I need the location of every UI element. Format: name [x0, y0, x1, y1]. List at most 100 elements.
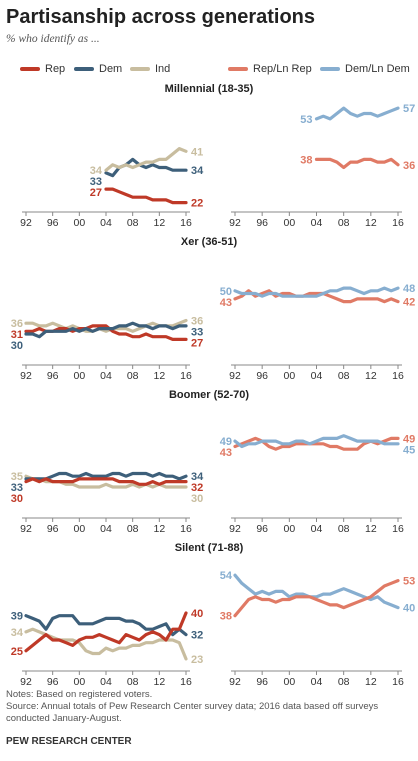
end-label-boomer-rep-ln-rep: 49 [403, 433, 415, 445]
x-tick-label-xer-right-00: 00 [283, 370, 295, 382]
x-tick-label-silent-left-00: 00 [73, 676, 85, 688]
series-line-silent-dem [24, 614, 188, 637]
end-label-millennial-ind: 41 [191, 146, 203, 158]
series-line-silent-rep-ln-rep [233, 579, 400, 618]
legend-item-ind: Ind [130, 63, 170, 75]
x-tick-label-boomer-right-92: 92 [229, 523, 241, 535]
start-label-silent-rep: 25 [11, 646, 23, 658]
series-line-xer-dem-ln-dem [233, 286, 400, 298]
end-label-silent-rep: 40 [191, 608, 203, 620]
notes-line-1: Notes: Based on registered voters. [6, 689, 153, 700]
x-tick-label-millennial-right-08: 08 [338, 217, 350, 229]
source-credit: PEW RESEARCH CENTER [6, 736, 132, 747]
x-tick-label-boomer-left-96: 96 [47, 523, 59, 535]
x-tick-label-boomer-left-12: 12 [153, 523, 165, 535]
end-label-xer-rep-ln-rep: 42 [403, 297, 415, 309]
series-line-boomer-dem [24, 471, 188, 481]
start-label-boomer-dem-ln-dem: 49 [220, 436, 232, 448]
x-tick-label-silent-right-96: 96 [256, 676, 268, 688]
generation-panels-chart: Millennial (18-35)92 96 00 04 08 12 1634332741… [11, 83, 416, 688]
legend-swatch-dem [74, 67, 94, 71]
x-tick-label-silent-right-12: 12 [365, 676, 377, 688]
series-line-boomer-rep [24, 477, 188, 486]
x-tick-label-silent-right-04: 04 [311, 676, 323, 688]
x-tick-label-boomer-right-96: 96 [256, 523, 268, 535]
x-tick-label-millennial-right-12: 12 [365, 217, 377, 229]
start-label-xer-dem: 30 [11, 340, 23, 352]
x-tick-label-millennial-right-04: 04 [311, 217, 323, 229]
x-tick-label-boomer-right-16: 16 [392, 523, 404, 535]
x-tick-label-millennial-left-92: 92 [20, 217, 32, 229]
legend-swatch-ind [130, 67, 150, 71]
series-line-millennial-rep-ln-rep [314, 157, 400, 170]
x-tick-label-xer-left-16: 16 [180, 370, 192, 382]
panel-title-millennial: Millennial (18-35) [165, 83, 254, 95]
x-tick-label-silent-left-08: 08 [127, 676, 139, 688]
series-line-millennial-dem-ln-dem [314, 106, 400, 121]
legend-item-rep-ln-rep: Rep/Ln Rep [228, 63, 312, 75]
x-tick-label-boomer-left-16: 16 [180, 523, 192, 535]
x-tick-label-boomer-left-00: 00 [73, 523, 85, 535]
x-tick-label-millennial-right-96: 96 [256, 217, 268, 229]
panel-title-silent: Silent (71-88) [175, 542, 244, 554]
end-label-boomer-rep: 32 [191, 482, 203, 494]
x-tick-label-xer-left-12: 12 [153, 370, 165, 382]
series-line-silent-rep [24, 611, 188, 653]
x-tick-label-silent-left-12: 12 [153, 676, 165, 688]
start-label-millennial-dem: 33 [90, 176, 102, 188]
end-label-silent-dem-ln-dem: 40 [403, 603, 415, 615]
legend-swatch-rep [20, 67, 40, 71]
x-tick-label-xer-right-08: 08 [338, 370, 350, 382]
end-label-boomer-dem-ln-dem: 45 [403, 444, 415, 456]
x-tick-label-boomer-left-08: 08 [127, 523, 139, 535]
notes-line-3: conducted January-August. [6, 713, 122, 724]
start-label-xer-dem-ln-dem: 50 [220, 286, 232, 298]
x-tick-label-silent-left-92: 92 [20, 676, 32, 688]
legend-item-rep: Rep [20, 63, 65, 75]
x-tick-label-boomer-right-04: 04 [311, 523, 323, 535]
end-label-xer-ind: 36 [191, 316, 203, 328]
x-tick-label-boomer-left-92: 92 [20, 523, 32, 535]
chart-subtitle: % who identify as ... [6, 33, 100, 45]
x-tick-label-millennial-right-16: 16 [392, 217, 404, 229]
end-label-xer-rep: 27 [191, 338, 203, 350]
start-label-silent-rep-ln-rep: 38 [220, 611, 232, 623]
legend-item-dem-ln-dem: Dem/Ln Dem [320, 63, 410, 75]
end-label-silent-rep-ln-rep: 53 [403, 576, 415, 588]
x-tick-label-boomer-right-12: 12 [365, 523, 377, 535]
start-label-millennial-rep-ln-rep: 38 [300, 154, 312, 166]
x-tick-label-millennial-right-92: 92 [229, 217, 241, 229]
x-tick-label-xer-left-92: 92 [20, 370, 32, 382]
x-tick-label-silent-right-92: 92 [229, 676, 241, 688]
x-tick-label-xer-right-96: 96 [256, 370, 268, 382]
start-label-xer-rep-ln-rep: 43 [220, 297, 232, 309]
end-label-millennial-dem: 34 [191, 165, 204, 177]
x-tick-label-silent-right-00: 00 [283, 676, 295, 688]
series-line-silent-dem-ln-dem [233, 573, 400, 610]
end-label-xer-dem: 33 [191, 327, 203, 339]
series-line-xer-rep-ln-rep [233, 289, 400, 304]
legend-label-ind: Ind [155, 63, 171, 75]
end-label-millennial-rep-ln-rep: 36 [403, 160, 415, 172]
legend-swatch-rep-ln-rep [228, 67, 248, 71]
x-tick-label-xer-left-96: 96 [47, 370, 59, 382]
x-tick-label-silent-right-16: 16 [392, 676, 404, 688]
start-label-silent-dem: 39 [11, 611, 23, 623]
x-tick-label-millennial-left-00: 00 [73, 217, 85, 229]
x-tick-label-xer-right-92: 92 [229, 370, 241, 382]
series-line-boomer-dem-ln-dem [233, 434, 400, 449]
end-label-silent-dem: 32 [191, 630, 203, 642]
legend-item-dem: Dem [74, 63, 122, 75]
end-label-silent-ind: 23 [191, 654, 203, 666]
x-tick-label-xer-left-04: 04 [100, 370, 112, 382]
x-tick-label-millennial-left-08: 08 [127, 217, 139, 229]
panel-title-boomer: Boomer (52-70) [169, 389, 249, 401]
x-tick-label-xer-left-08: 08 [127, 370, 139, 382]
end-label-millennial-rep: 22 [191, 198, 203, 210]
x-tick-label-silent-right-08: 08 [338, 676, 350, 688]
x-tick-label-xer-right-16: 16 [392, 370, 404, 382]
legend-swatch-dem-ln-dem [320, 67, 340, 71]
start-label-xer-ind: 36 [11, 318, 23, 330]
x-tick-label-boomer-right-00: 00 [283, 523, 295, 535]
x-tick-label-xer-right-12: 12 [365, 370, 377, 382]
